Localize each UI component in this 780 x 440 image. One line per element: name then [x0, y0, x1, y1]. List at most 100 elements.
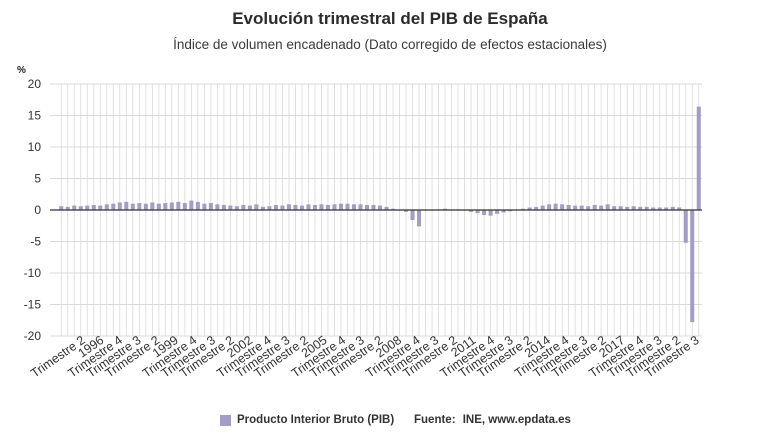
bar: [299, 205, 304, 210]
source-value: INE, www.epdata.es: [462, 414, 571, 426]
bar: [351, 204, 356, 210]
bar: [377, 205, 383, 210]
bar: [501, 210, 506, 213]
bar: [566, 204, 571, 210]
bar: [273, 204, 278, 210]
bar: [332, 204, 337, 210]
chart-title: Evolución trimestral del PIB de España: [232, 9, 548, 28]
bar: [696, 106, 701, 210]
legend: Producto Interior Bruto (PIB): [220, 414, 394, 426]
bar: [534, 206, 539, 210]
bar: [163, 203, 168, 210]
y-tick-labels: 20 15 10 5 0 -5 -10 -15 -20: [24, 77, 42, 343]
bar: [247, 205, 252, 210]
y-tick-label: 20: [28, 77, 42, 91]
bar: [59, 206, 64, 210]
bar: [195, 201, 200, 210]
bar: [325, 204, 330, 210]
bar: [130, 203, 135, 210]
bar: [475, 210, 480, 214]
bar: [91, 204, 96, 210]
bar: [605, 204, 610, 210]
bar: [521, 208, 526, 210]
bar: [404, 210, 409, 212]
bar: [390, 208, 396, 210]
bar: [338, 203, 343, 210]
bar: [677, 207, 682, 210]
bar: [169, 202, 174, 210]
bar: [104, 204, 109, 210]
bar: [638, 206, 643, 210]
bars: [59, 106, 701, 323]
bar: [625, 206, 630, 210]
bar: [553, 203, 558, 210]
bar: [560, 204, 565, 210]
bar: [228, 205, 233, 210]
bar: [65, 206, 70, 210]
bar: [358, 204, 363, 210]
bar: [117, 202, 122, 210]
bar: [664, 207, 669, 210]
bar: [579, 205, 584, 210]
y-tick-label: -10: [24, 266, 42, 280]
bar: [482, 210, 487, 216]
bar: [547, 204, 552, 210]
y-tick-label: 0: [34, 203, 41, 217]
legend-swatch: [220, 414, 231, 426]
bar: [618, 206, 623, 210]
bar: [364, 204, 370, 210]
bar: [644, 206, 649, 210]
y-tick-label: 5: [34, 172, 41, 186]
bar: [592, 204, 597, 210]
bar: [384, 206, 389, 210]
bar: [221, 204, 226, 210]
y-tick-label: -5: [30, 235, 41, 249]
bar: [143, 203, 148, 210]
bar: [690, 210, 695, 323]
y-tick-label: -20: [24, 329, 42, 343]
bar: [306, 204, 311, 210]
bar: [280, 205, 285, 210]
bar: [182, 203, 187, 210]
bar: [286, 204, 291, 210]
bar: [417, 210, 422, 227]
bar: [573, 205, 578, 210]
bar: [657, 207, 662, 210]
bar: [527, 207, 532, 210]
bar: [410, 210, 415, 221]
bar: [85, 205, 90, 210]
bar: [443, 208, 448, 210]
y-axis-unit: %: [17, 65, 26, 76]
bar: [371, 204, 376, 210]
bar: [599, 205, 604, 210]
bar: [293, 204, 298, 210]
bar: [208, 203, 213, 210]
bar: [469, 210, 474, 212]
bar: [98, 205, 103, 210]
bar: [241, 204, 246, 210]
y-tick-label: 10: [28, 140, 42, 154]
bar: [176, 201, 181, 210]
bar: [124, 201, 129, 210]
y-tick-label: 15: [28, 109, 42, 123]
bar: [156, 203, 161, 210]
bar: [651, 207, 656, 210]
legend-label: Producto Interior Bruto (PIB): [237, 414, 395, 426]
bar: [683, 210, 688, 243]
bar: [586, 206, 591, 210]
bar: [319, 204, 324, 210]
bar: [267, 206, 272, 210]
bar: [488, 210, 493, 216]
bar: [345, 203, 350, 210]
bar: [137, 203, 142, 210]
bar: [670, 206, 675, 210]
bar: [254, 204, 259, 210]
bar: [540, 205, 545, 210]
bar: [234, 206, 239, 210]
bar: [631, 206, 636, 210]
chart-subtitle: Índice de volumen encadenado (Dato corre…: [173, 37, 607, 52]
bar: [150, 202, 155, 210]
bar: [260, 206, 265, 210]
